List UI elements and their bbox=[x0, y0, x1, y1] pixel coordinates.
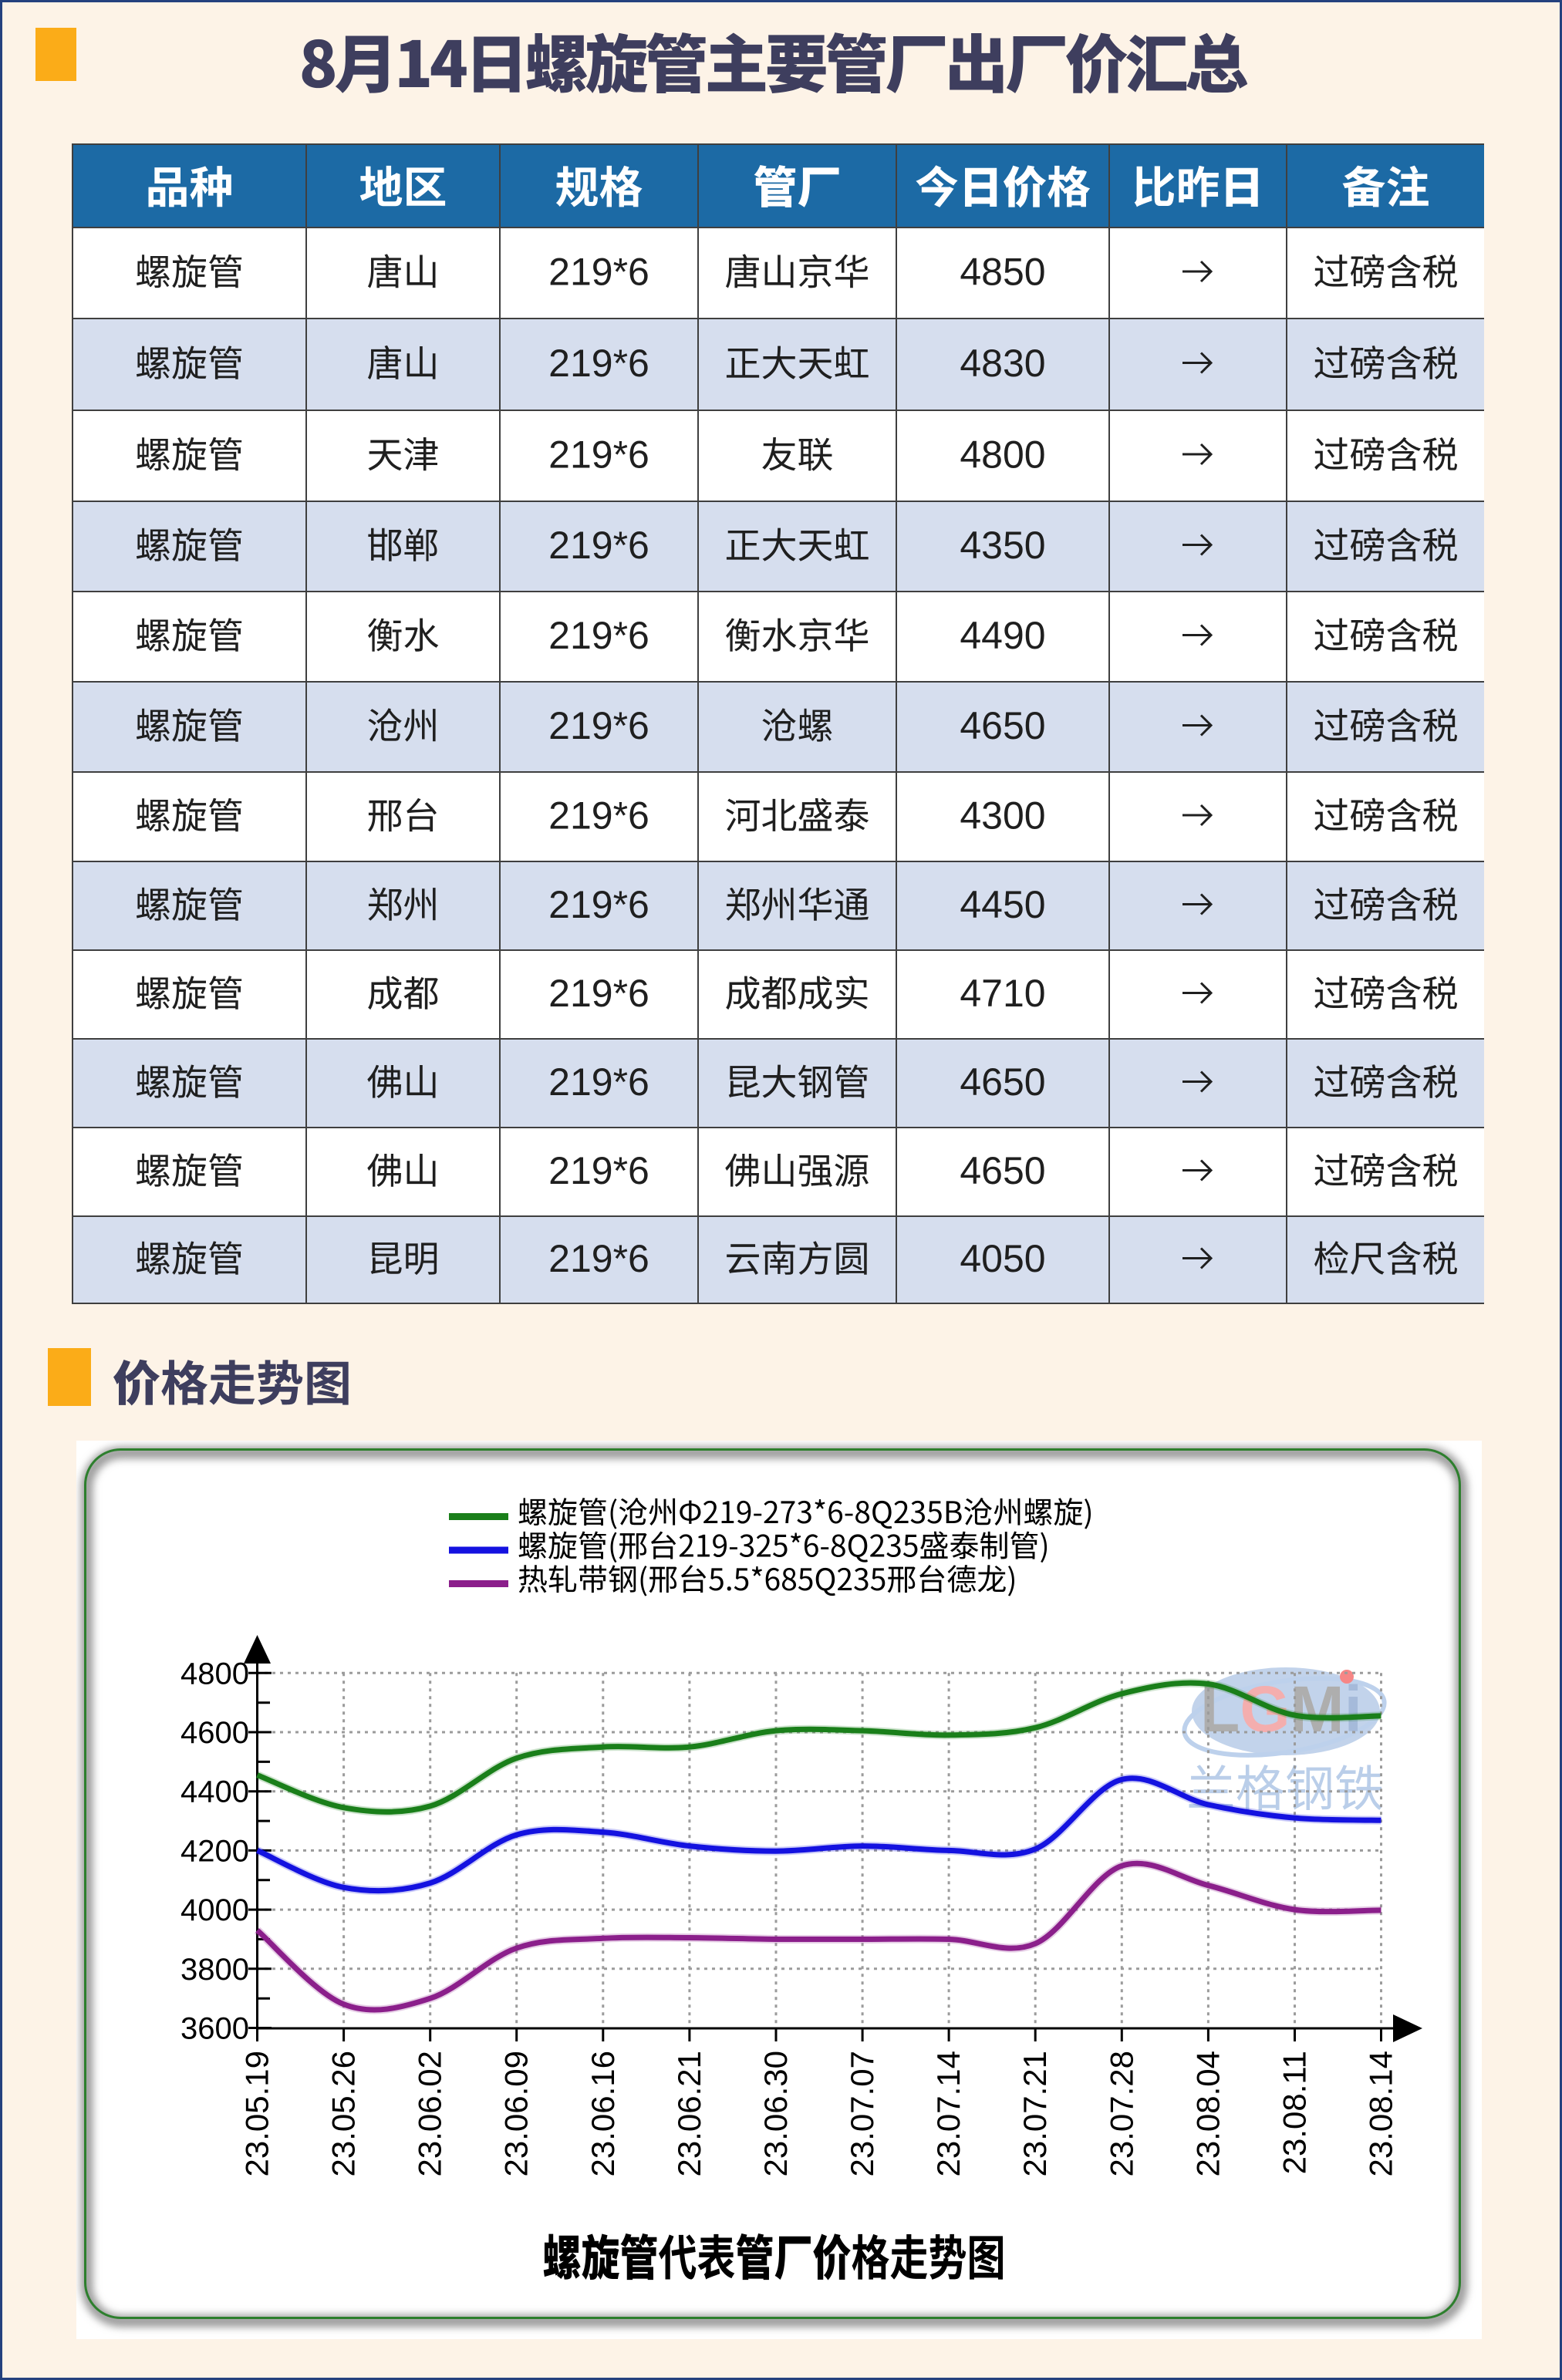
svg-text:4800: 4800 bbox=[960, 433, 1045, 477]
svg-text:4650: 4650 bbox=[960, 1060, 1045, 1104]
svg-text:23.08.11: 23.08.11 bbox=[1277, 2051, 1313, 2174]
svg-text:4450: 4450 bbox=[960, 883, 1045, 926]
svg-text:23.07.21: 23.07.21 bbox=[1017, 2051, 1053, 2177]
svg-text:3800: 3800 bbox=[180, 1953, 249, 1987]
svg-text:219*6: 219*6 bbox=[548, 972, 649, 1015]
svg-text:4350: 4350 bbox=[960, 524, 1045, 567]
svg-text:23.05.26: 23.05.26 bbox=[326, 2051, 362, 2177]
svg-text:219*6: 219*6 bbox=[548, 614, 649, 657]
svg-text:23.06.21: 23.06.21 bbox=[671, 2051, 707, 2177]
svg-text:23.07.14: 23.07.14 bbox=[930, 2051, 967, 2177]
svg-text:219*6: 219*6 bbox=[548, 883, 649, 926]
svg-text:4050: 4050 bbox=[960, 1237, 1045, 1280]
svg-text:4830: 4830 bbox=[960, 342, 1045, 385]
svg-text:219*6: 219*6 bbox=[548, 1237, 649, 1280]
svg-text:23.08.14: 23.08.14 bbox=[1363, 2051, 1399, 2177]
svg-text:4850: 4850 bbox=[960, 251, 1045, 294]
svg-text:4400: 4400 bbox=[180, 1775, 249, 1809]
svg-text:219*6: 219*6 bbox=[548, 433, 649, 477]
svg-text:219*6: 219*6 bbox=[548, 704, 649, 747]
svg-text:23.06.30: 23.06.30 bbox=[757, 2051, 794, 2177]
svg-text:4200: 4200 bbox=[180, 1834, 249, 1868]
svg-text:23.07.28: 23.07.28 bbox=[1103, 2051, 1139, 2177]
svg-text:4300: 4300 bbox=[960, 794, 1045, 838]
svg-text:23.06.09: 23.06.09 bbox=[498, 2051, 535, 2177]
svg-text:4650: 4650 bbox=[960, 1149, 1045, 1192]
svg-text:23.08.04: 23.08.04 bbox=[1189, 2051, 1226, 2177]
svg-text:219*6: 219*6 bbox=[548, 251, 649, 294]
svg-text:4600: 4600 bbox=[180, 1716, 249, 1750]
svg-text:4650: 4650 bbox=[960, 704, 1045, 747]
svg-text:219*6: 219*6 bbox=[548, 342, 649, 385]
svg-text:4000: 4000 bbox=[180, 1893, 249, 1927]
svg-text:4800: 4800 bbox=[180, 1657, 249, 1691]
svg-text:23.06.02: 23.06.02 bbox=[412, 2051, 448, 2177]
svg-text:3600: 3600 bbox=[180, 2012, 249, 2046]
svg-text:219*6: 219*6 bbox=[548, 794, 649, 838]
svg-text:4710: 4710 bbox=[960, 972, 1045, 1015]
svg-text:23.05.19: 23.05.19 bbox=[239, 2051, 275, 2177]
svg-text:219*6: 219*6 bbox=[548, 1149, 649, 1192]
svg-text:23.06.16: 23.06.16 bbox=[585, 2051, 621, 2177]
svg-text:219*6: 219*6 bbox=[548, 1060, 649, 1104]
svg-text:23.07.07: 23.07.07 bbox=[844, 2051, 880, 2177]
svg-text:4490: 4490 bbox=[960, 614, 1045, 657]
svg-text:219*6: 219*6 bbox=[548, 524, 649, 567]
